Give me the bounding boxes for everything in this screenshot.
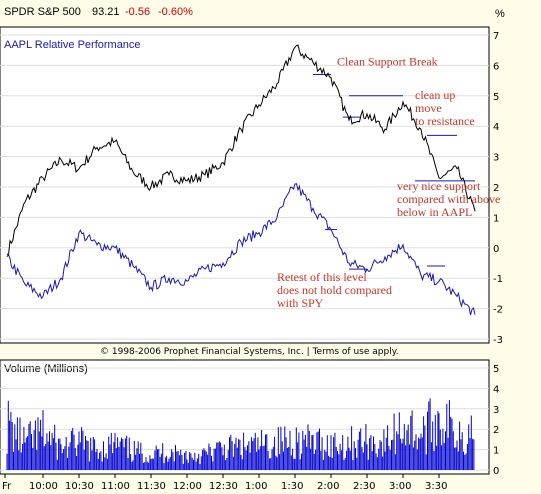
annotation-line: clean up: [415, 88, 455, 102]
x-tick-label: 12:00: [173, 481, 202, 492]
x-axis-ticks: Fr 10:00 10:30 11:00 11:30 12:00 12:30 1:00 1:30…: [2, 474, 447, 492]
annotation-line: with SPY: [277, 296, 324, 310]
volume-y-tick-label: 4: [493, 384, 499, 395]
volume-y-tick-label: 5: [493, 364, 499, 375]
x-tick-label: Fr: [2, 481, 12, 492]
price-y-tick-label: 7: [493, 31, 499, 42]
volume-y-tick-label: 0: [493, 466, 499, 477]
price-y-tick-label: -3: [493, 335, 503, 346]
annotation-line: Clean Support Break: [337, 54, 438, 68]
price-y-tick-label: 1: [493, 213, 499, 224]
volume-bars: [6, 398, 475, 470]
volume-y-tick-label: 2: [493, 425, 499, 436]
price-y-tick-label: 4: [493, 122, 499, 133]
annotation-line: below in AAPL: [397, 205, 472, 219]
annotation-text: clean up move to resistance: [415, 88, 475, 128]
x-tick-label: 3:30: [425, 481, 447, 492]
annotation-line: compared with above: [397, 192, 500, 206]
annotation-line: very nice support: [397, 179, 481, 193]
volume-y-tick-label: 1: [493, 446, 499, 457]
price-y-tick-label: -2: [493, 305, 503, 316]
symbol-label: SPDR S&P 500: [4, 6, 81, 18]
annotation-line: move: [415, 101, 442, 115]
volume-y-ticks: 5 4 3 2 1 0: [493, 364, 499, 477]
price-y-tick-label: -1: [493, 274, 503, 285]
copyright-notice: © 1998-2006 Prophet Financial Systems, I…: [100, 347, 399, 357]
annotation-line: to resistance: [415, 114, 475, 128]
volume-title: Volume (Millions): [4, 363, 88, 375]
price-gridlines: [0, 34, 489, 340]
price-y-tick-label: 5: [493, 92, 499, 103]
annotation-text: Retest of this level does not hold compar…: [277, 270, 392, 310]
volume-y-tick-label: 3: [493, 405, 499, 416]
annotation-text: very nice support compared with above belo…: [397, 179, 500, 219]
x-tick-label: 10:30: [65, 481, 94, 492]
price-change-pct: -0.60%: [158, 6, 193, 18]
price-y-tick-label: 6: [493, 61, 499, 72]
x-tick-label: 3:00: [389, 481, 411, 492]
x-tick-label: 1:00: [245, 481, 267, 492]
last-price: 93.21: [92, 6, 120, 18]
series-line-spy: [6, 183, 476, 316]
price-change: -0.56: [125, 6, 150, 18]
legend-aapl: AAPL Relative Performance: [4, 39, 141, 51]
level-lines: [313, 74, 475, 270]
x-tick-label: 2:30: [353, 481, 375, 492]
x-tick-label: 10:00: [29, 481, 58, 492]
price-y-tick-label: 3: [493, 153, 499, 164]
x-tick-label: 1:30: [281, 481, 303, 492]
annotation-line: Retest of this level: [277, 270, 367, 284]
price-y-tick-label: 2: [493, 183, 499, 194]
annotations: Clean Support Break clean up move to resist…: [277, 54, 500, 310]
x-tick-label: 2:00: [317, 481, 339, 492]
price-y-ticks: 7 6 5 4 3 2 1 0 -1 -2 -3: [493, 31, 503, 346]
y-unit-label: %: [495, 8, 505, 20]
price-panel: [0, 26, 490, 344]
price-y-tick-label: 0: [493, 244, 499, 255]
series-line-aapl: [6, 44, 476, 256]
annotation-line: does not hold compared: [277, 283, 392, 297]
x-tick-label: 11:30: [137, 481, 166, 492]
x-tick-label: 12:30: [209, 481, 238, 492]
x-tick-label: 11:00: [101, 481, 130, 492]
annotation-text: Clean Support Break: [337, 54, 438, 68]
